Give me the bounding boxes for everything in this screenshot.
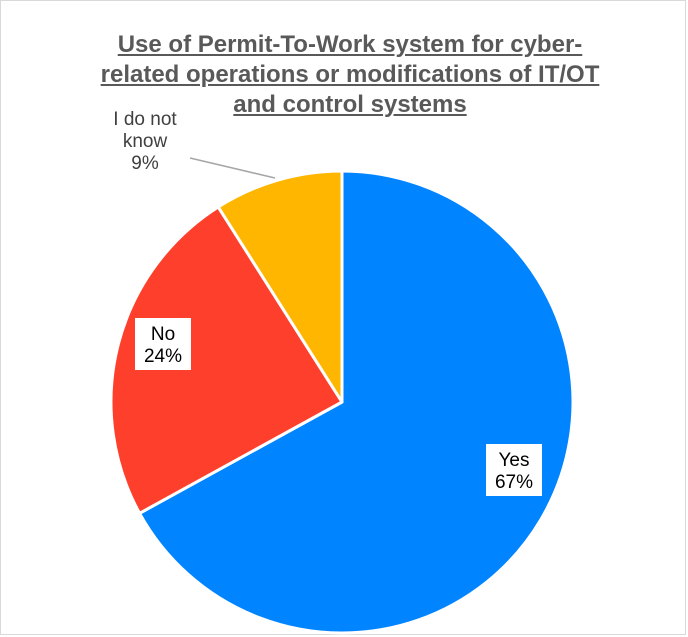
pie-slice-i-do-not-know — [216, 169, 344, 404]
pie-slices — [109, 169, 575, 635]
leader-line-i-do-not-know — [189, 157, 276, 179]
pie-slice-yes — [138, 169, 575, 635]
chart-title-line-2: related operations or modifications of I… — [100, 61, 600, 88]
chart-title-line-3: and control systems — [233, 91, 467, 118]
pie-category-label-i-do-not-know-0: I do not — [113, 109, 177, 130]
pie-value-label-no: 24% — [144, 346, 182, 367]
chart-title: Use of Permit-To-Work system for cyber- … — [60, 30, 640, 120]
pie-label-box-no — [135, 318, 191, 370]
chart-title-line-1: Use of Permit-To-Work system for cyber- — [117, 31, 583, 58]
pie-label-box-yes — [486, 444, 542, 496]
pie-category-label-no-0: No — [151, 324, 175, 345]
pie-category-label-yes-0: Yes — [499, 450, 530, 471]
pie-value-label-yes: 67% — [495, 472, 533, 493]
pie-value-label-i-do-not-know: 9% — [131, 153, 159, 174]
pie-slice-no — [109, 205, 344, 515]
pie-category-label-i-do-not-know-1: know — [123, 131, 168, 152]
